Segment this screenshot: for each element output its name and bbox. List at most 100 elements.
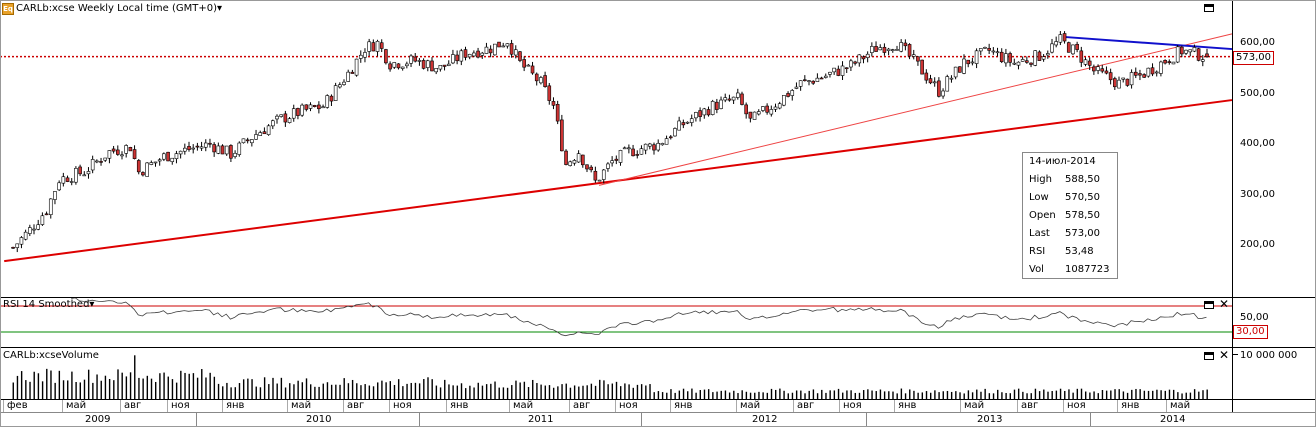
candle-body — [467, 53, 472, 58]
candle-body — [526, 64, 531, 67]
maximize-volume-pane-button[interactable] — [1204, 352, 1214, 360]
candle-body — [1125, 78, 1130, 86]
volume-bar — [238, 383, 241, 399]
volume-bar — [992, 393, 995, 399]
candle-body — [576, 153, 581, 163]
volume-bar — [950, 391, 953, 399]
candle — [765, 103, 769, 115]
volume-bar — [117, 369, 119, 399]
volume-bar — [1177, 392, 1179, 399]
candle-body — [120, 154, 124, 157]
candle-body — [78, 166, 82, 175]
volume-bar — [368, 385, 371, 399]
candle-body — [304, 104, 309, 110]
candle — [706, 106, 711, 117]
x-month-label: фев — [7, 400, 28, 411]
candle-body — [170, 157, 175, 163]
candle — [773, 103, 778, 113]
candle — [53, 190, 57, 205]
volume-bar — [867, 389, 869, 399]
candle-body — [823, 75, 828, 78]
candle — [978, 48, 983, 56]
x-month-label: авг — [573, 400, 591, 411]
volume-bar — [733, 390, 735, 399]
candle — [1012, 58, 1017, 66]
volume-bar — [92, 382, 94, 399]
candle — [145, 162, 149, 177]
volume-bar — [339, 384, 341, 399]
volume-bar — [527, 387, 530, 399]
x-month-label: май — [66, 400, 87, 411]
candle — [580, 154, 585, 168]
candle-body — [899, 42, 903, 52]
candle-body — [57, 182, 61, 191]
candle — [627, 144, 631, 154]
candle-body — [715, 101, 719, 110]
volume-bar — [456, 385, 459, 399]
volume-bar — [1135, 388, 1137, 399]
volume-bar — [578, 386, 580, 399]
maximize-price-pane-button[interactable] — [1204, 4, 1214, 12]
volume-bar — [234, 387, 236, 399]
volume-bar — [12, 382, 14, 399]
info-value: 1087723 — [1065, 264, 1110, 275]
volume-bar — [900, 388, 903, 399]
volume-bar — [192, 373, 195, 399]
candle — [275, 114, 279, 124]
candle-body — [1058, 34, 1063, 43]
candle — [254, 129, 258, 140]
volume-bar — [720, 390, 722, 399]
candle — [480, 51, 485, 59]
x-year-label: 2014 — [1160, 414, 1186, 425]
candle-body — [606, 163, 610, 169]
candle — [363, 48, 367, 63]
volume-bar — [222, 386, 224, 399]
volume-bar — [1168, 389, 1171, 399]
info-value: 588,50 — [1065, 174, 1100, 185]
candle-body — [727, 98, 732, 101]
candle-body — [191, 147, 196, 150]
volume-bar — [1160, 390, 1162, 399]
candle-body — [1050, 43, 1054, 53]
candle-body — [895, 49, 899, 51]
rsi-dropdown-arrow-icon[interactable]: ▾ — [89, 299, 95, 310]
candle — [882, 43, 887, 56]
rsi-panel-title[interactable]: RSI 14 Smoothed▾ — [3, 299, 94, 310]
close-rsi-pane-icon[interactable]: ✕ — [1219, 297, 1230, 311]
volume-bar — [695, 392, 697, 399]
volume-bar — [674, 392, 676, 399]
candle-body — [518, 51, 522, 61]
close-volume-pane-icon[interactable]: ✕ — [1219, 348, 1230, 362]
volume-panel-title[interactable]: CARLb:xcseVolume — [3, 350, 99, 361]
candle — [1029, 62, 1033, 68]
candle-body — [36, 224, 41, 230]
candle — [162, 152, 166, 162]
candle — [585, 164, 589, 173]
candle-body — [1025, 60, 1029, 63]
candle-body — [916, 56, 920, 62]
volume-bar — [821, 389, 823, 399]
volume-bar — [1181, 393, 1183, 399]
volume-bar — [632, 387, 634, 399]
candle — [19, 236, 24, 249]
candle-body — [857, 54, 862, 64]
volume-bar — [1105, 390, 1108, 399]
candle-body — [258, 132, 263, 136]
volume-bar — [691, 388, 693, 399]
volume-bar — [548, 385, 551, 399]
info-row-last: Last 573,00 — [1029, 228, 1100, 239]
price-panel-title[interactable]: CARLb:xcse Weekly Local time (GMT+0)▾ — [16, 3, 222, 14]
maximize-rsi-pane-button[interactable] — [1204, 301, 1214, 309]
volume-bar — [485, 384, 488, 399]
candle-body — [220, 145, 225, 155]
volume-bar — [1101, 390, 1104, 399]
candle-body — [740, 93, 744, 105]
candle — [832, 67, 836, 75]
trend-line-short-support — [598, 33, 1233, 186]
info-value: 53,48 — [1065, 246, 1094, 257]
candle — [220, 144, 225, 155]
candle-body — [878, 47, 883, 51]
title-dropdown-arrow-icon[interactable]: ▾ — [217, 3, 223, 14]
candle-body — [141, 172, 145, 176]
candle-body — [920, 59, 924, 75]
